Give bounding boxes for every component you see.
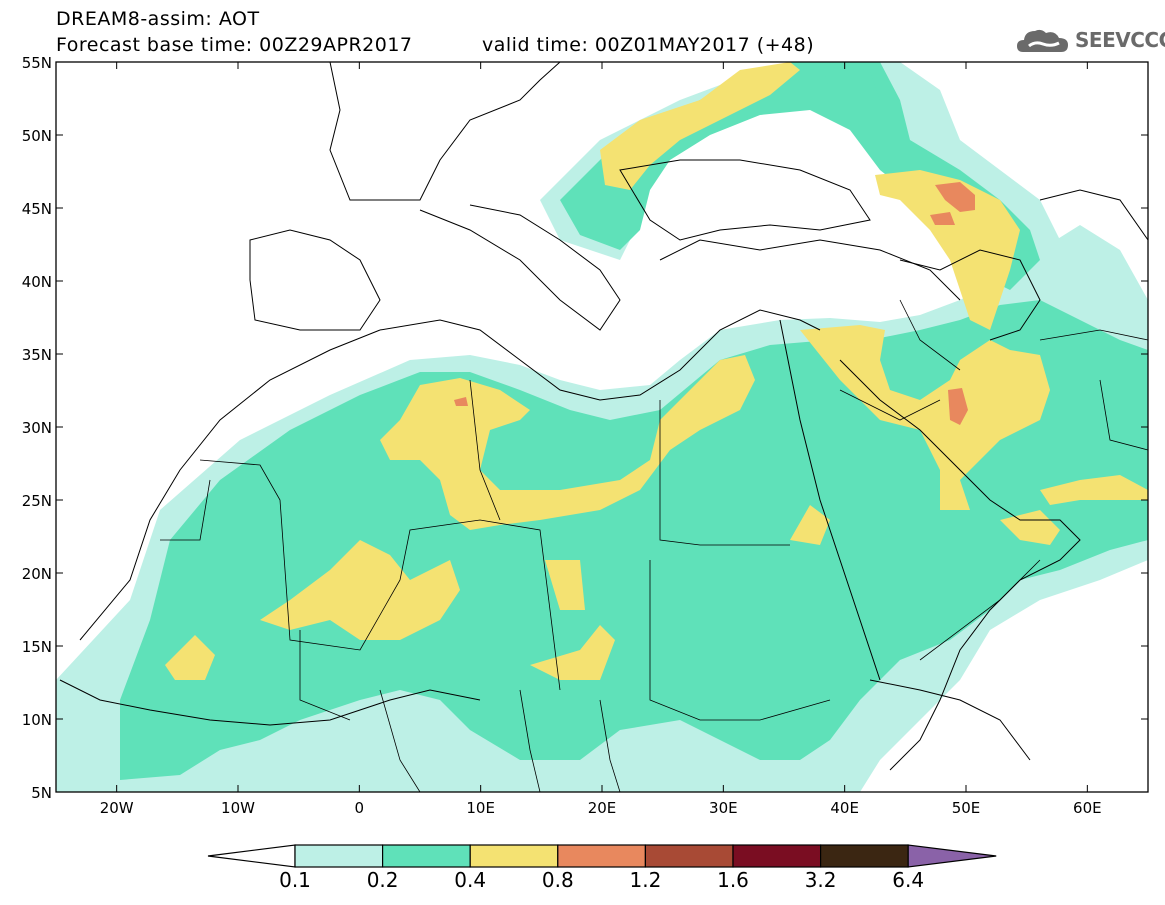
colorbar-swatch bbox=[557, 844, 646, 868]
lat-label: 15N bbox=[22, 638, 52, 656]
lon-label: 50E bbox=[952, 799, 981, 817]
lon-label: 30E bbox=[709, 799, 738, 817]
lon-label: 60E bbox=[1073, 799, 1102, 817]
country-borders bbox=[160, 299, 1148, 792]
colorbar-label: 0.8 bbox=[542, 868, 574, 892]
colorbar-arrow-low bbox=[207, 844, 296, 868]
lon-label: 20W bbox=[100, 799, 134, 817]
aot-field-level-4 bbox=[454, 182, 975, 425]
valid-time: valid time: 00Z01MAY2017 (+48) bbox=[482, 34, 815, 56]
colorbar-arrow-high bbox=[907, 844, 997, 868]
aot-field-level-3 bbox=[165, 62, 1148, 680]
seevccc-logo: SEEVCCC bbox=[1015, 24, 1165, 56]
logo-text: SEEVCCC bbox=[1075, 28, 1165, 52]
colorbar-label: 6.4 bbox=[892, 868, 924, 892]
colorbar-label: 1.6 bbox=[717, 868, 749, 892]
colorbar: 0.1 0.2 0.4 0.8 1.2 1.6 3.2 6.4 bbox=[207, 844, 997, 892]
cloud-logo-icon bbox=[1017, 29, 1068, 52]
lon-label: 20E bbox=[588, 799, 617, 817]
colorbar-swatch bbox=[294, 844, 384, 868]
colorbar-label: 1.2 bbox=[629, 868, 661, 892]
coastlines bbox=[59, 62, 1148, 771]
lat-label: 30N bbox=[22, 419, 52, 437]
lon-label: 40E bbox=[830, 799, 859, 817]
lat-label: 25N bbox=[22, 492, 52, 510]
colorbar-swatch bbox=[382, 844, 471, 868]
lat-label: 40N bbox=[22, 273, 52, 291]
forecast-base-time: Forecast base time: 00Z29APR2017 bbox=[56, 34, 413, 56]
colorbar-swatch bbox=[469, 844, 559, 868]
latitude-axis: 55N 50N 45N 40N 35N 30N 25N 20N 15N 10N 5N bbox=[22, 54, 1148, 802]
lat-label: 5N bbox=[31, 784, 52, 802]
lon-label: 10E bbox=[466, 799, 495, 817]
lat-label: 45N bbox=[22, 200, 52, 218]
lat-label: 55N bbox=[22, 54, 52, 72]
lat-label: 20N bbox=[22, 565, 52, 583]
colorbar-label: 0.2 bbox=[367, 868, 399, 892]
colorbar-swatch bbox=[732, 844, 822, 868]
lon-label: 0 bbox=[355, 799, 365, 817]
map-title: DREAM8-assim: AOT bbox=[56, 8, 260, 30]
lon-label: 10W bbox=[221, 799, 255, 817]
longitude-axis: 20W 10W 0 10E 20E 30E 40E 50E 60E bbox=[100, 62, 1102, 817]
colorbar-label: 0.4 bbox=[454, 868, 486, 892]
lat-label: 50N bbox=[22, 127, 52, 145]
lat-label: 10N bbox=[22, 711, 52, 729]
colorbar-swatch bbox=[644, 844, 734, 868]
colorbar-swatch bbox=[819, 844, 909, 868]
colorbar-label: 3.2 bbox=[805, 868, 837, 892]
lat-label: 35N bbox=[22, 346, 52, 364]
colorbar-label: 0.1 bbox=[279, 868, 311, 892]
